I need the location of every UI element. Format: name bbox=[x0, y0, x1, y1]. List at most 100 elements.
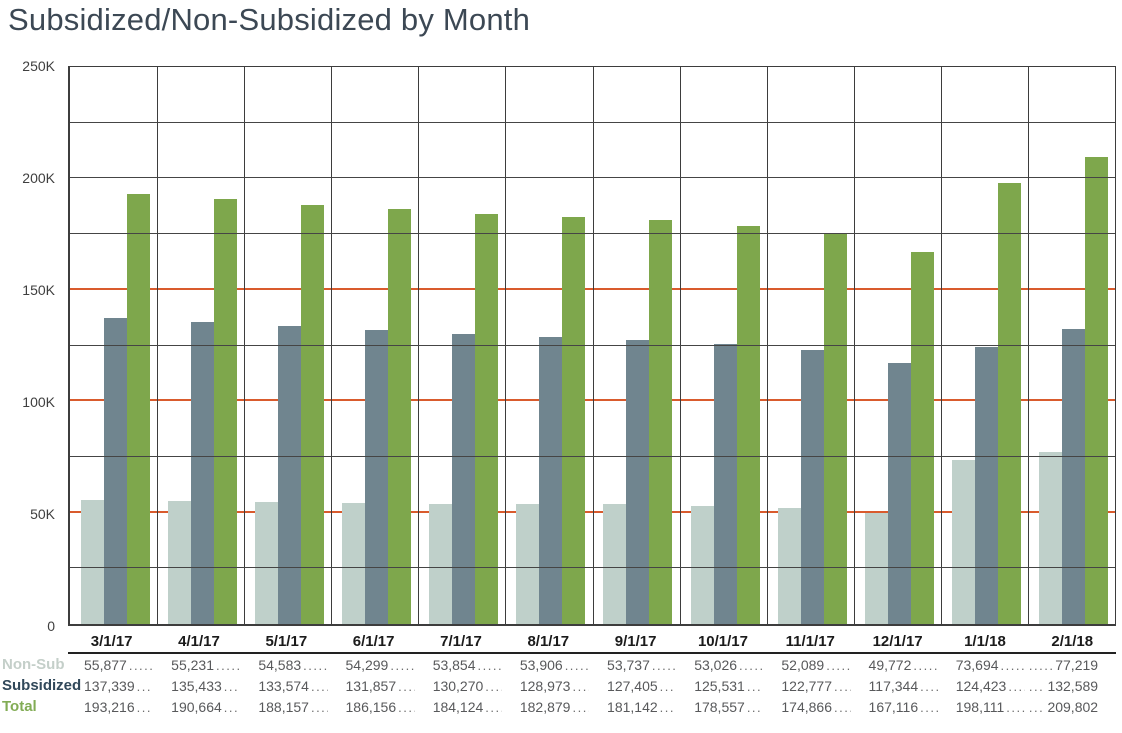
bar-subsidized[interactable] bbox=[452, 333, 476, 624]
bar-non-sub[interactable] bbox=[81, 499, 104, 624]
month-header-row: 3/1/17 4/1/17 5/1/17 6/1/17 7/1/17 8/1/17 9/1/… bbox=[68, 633, 1116, 654]
bar-non-sub[interactable] bbox=[429, 504, 453, 624]
cell-value: 131,857 bbox=[345, 677, 397, 694]
bar-subsidized[interactable] bbox=[1061, 328, 1085, 624]
bar-total[interactable] bbox=[562, 216, 586, 624]
category-divider bbox=[505, 67, 507, 624]
dot-leader bbox=[913, 658, 937, 673]
bar-subsidized[interactable] bbox=[887, 362, 911, 624]
bar-total[interactable] bbox=[736, 226, 760, 624]
bar-total[interactable] bbox=[127, 193, 150, 624]
bar-group-12-1-17 bbox=[854, 67, 941, 624]
bar-total[interactable] bbox=[388, 209, 412, 624]
dot-leader bbox=[1006, 700, 1025, 715]
y-tick-label: 250K bbox=[22, 58, 55, 74]
cell-value: 122,777 bbox=[781, 677, 832, 694]
table-cell: 198,111 bbox=[940, 699, 1027, 715]
bar-total[interactable] bbox=[475, 213, 499, 624]
bar-non-sub[interactable] bbox=[690, 505, 714, 624]
y-tick-label: 100K bbox=[22, 394, 55, 410]
month-header: 3/1/17 bbox=[90, 633, 133, 650]
cell-value: 184,124 bbox=[432, 698, 484, 715]
table-cell: 193,216 bbox=[68, 699, 155, 715]
table-cell: 127,405 bbox=[591, 678, 678, 694]
month-header: 5/1/17 bbox=[265, 633, 308, 650]
cell-value: 127,405 bbox=[607, 677, 658, 694]
dot-leader bbox=[920, 679, 938, 694]
cell-value: 186,156 bbox=[345, 698, 397, 715]
bar-group-11-1-17 bbox=[767, 67, 854, 624]
dot-leader bbox=[747, 679, 764, 694]
y-axis: 0 50K 100K 150K 200K 250K bbox=[0, 58, 68, 634]
table-cell: 125,531 bbox=[678, 678, 765, 694]
bar-total[interactable] bbox=[997, 182, 1021, 624]
table-cell: 77,219 bbox=[1027, 657, 1116, 673]
dot-leader bbox=[660, 700, 677, 715]
table-cell: 132,589 bbox=[1027, 678, 1116, 694]
gridline bbox=[70, 455, 1115, 457]
table-cell: 182,879 bbox=[504, 699, 591, 715]
bar-non-sub[interactable] bbox=[168, 500, 192, 624]
bar-subsidized[interactable] bbox=[191, 322, 215, 624]
table-cell: 186,156 bbox=[330, 699, 417, 715]
category-divider bbox=[766, 67, 768, 624]
bar-subsidized[interactable] bbox=[800, 350, 824, 624]
cell-value: 54,583 bbox=[258, 656, 302, 673]
bar-non-sub[interactable] bbox=[342, 503, 366, 624]
bar-subsidized[interactable] bbox=[626, 340, 650, 624]
table-cell: 188,157 bbox=[242, 699, 329, 715]
bar-total[interactable] bbox=[649, 220, 673, 624]
bar-subsidized[interactable] bbox=[539, 336, 563, 624]
dot-leader bbox=[485, 700, 502, 715]
cell-value: 128,973 bbox=[519, 677, 571, 694]
table-row-total: Total 193,216 190,664 188,157 186,156 184,124… bbox=[2, 696, 1116, 717]
bar-group-4-1-17 bbox=[157, 67, 244, 624]
y-tick-label: 200K bbox=[22, 170, 55, 186]
bar-group-5-1-17 bbox=[244, 67, 331, 624]
row-label: Total bbox=[2, 698, 37, 715]
bar-total[interactable] bbox=[214, 199, 238, 624]
bar-total[interactable] bbox=[823, 234, 847, 624]
gridline bbox=[70, 344, 1115, 346]
bar-subsidized[interactable] bbox=[974, 346, 998, 624]
bar-non-sub[interactable] bbox=[255, 502, 279, 624]
table-cell: 49,772 bbox=[853, 657, 940, 673]
dot-leader bbox=[224, 679, 241, 694]
bar-non-sub[interactable] bbox=[951, 459, 975, 624]
dot-leader bbox=[398, 700, 415, 715]
cell-value: 209,802 bbox=[1047, 698, 1099, 715]
bar-subsidized[interactable] bbox=[104, 318, 127, 624]
table-cell: 135,433 bbox=[155, 678, 242, 694]
cell-value: 54,299 bbox=[345, 656, 389, 673]
bar-non-sub[interactable] bbox=[777, 507, 801, 624]
table-cell: 55,231 bbox=[155, 657, 242, 673]
dot-leader bbox=[660, 679, 677, 694]
dot-leader bbox=[826, 658, 850, 673]
category-divider bbox=[592, 67, 594, 624]
cell-value: 53,026 bbox=[694, 656, 738, 673]
month-header: 9/1/17 bbox=[614, 633, 657, 650]
bar-non-sub[interactable] bbox=[864, 513, 888, 624]
table-cell: 53,026 bbox=[678, 657, 765, 673]
bar-total[interactable] bbox=[1084, 156, 1108, 624]
y-tick-label: 150K bbox=[22, 282, 55, 298]
month-header: 11/1/17 bbox=[785, 633, 835, 650]
bar-subsidized[interactable] bbox=[713, 344, 737, 624]
bar-group-1-1-18 bbox=[941, 67, 1028, 624]
table-cell: 53,737 bbox=[591, 657, 678, 673]
bar-non-sub[interactable] bbox=[603, 504, 627, 624]
cell-value: 178,557 bbox=[694, 698, 745, 715]
cell-value: 137,339 bbox=[84, 677, 135, 694]
table-cell: 131,857 bbox=[330, 678, 417, 694]
bar-non-sub[interactable] bbox=[1038, 451, 1062, 624]
bar-subsidized[interactable] bbox=[278, 326, 302, 624]
dot-leader bbox=[390, 658, 414, 673]
bar-subsidized[interactable] bbox=[365, 330, 389, 624]
cell-value: 198,111 bbox=[955, 698, 1005, 715]
cell-value: 55,877 bbox=[84, 656, 127, 673]
y-tick-label: 50K bbox=[30, 506, 55, 522]
bar-non-sub[interactable] bbox=[516, 503, 540, 624]
bar-total[interactable] bbox=[301, 204, 325, 624]
cell-value: 125,531 bbox=[694, 677, 745, 694]
